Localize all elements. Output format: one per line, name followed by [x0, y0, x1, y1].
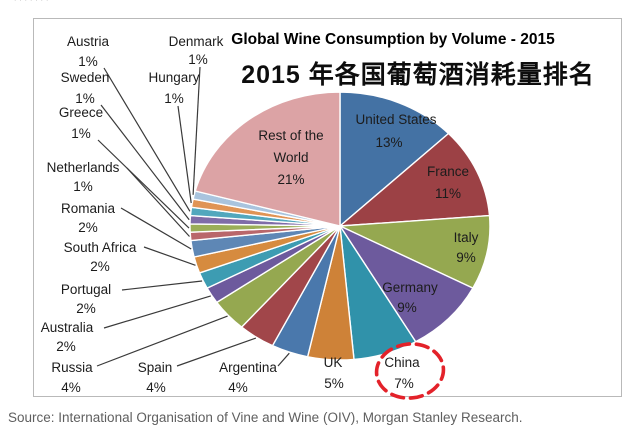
slice-label-uk: UK: [324, 355, 343, 370]
slice-value-sweden: 1%: [75, 91, 95, 106]
slice-value-uk: 5%: [324, 376, 344, 391]
leader-line-sweden: [100, 104, 190, 221]
slice-label-rest-of-the-world-line1: Rest of the: [258, 128, 323, 143]
leader-line-south-africa: [143, 246, 196, 266]
slice-value-argentina: 4%: [228, 380, 248, 395]
slice-value-germany: 9%: [397, 300, 417, 315]
slice-value-greece: 1%: [71, 126, 91, 141]
slice-label-australia: Australia: [41, 320, 94, 335]
slice-label-netherlands: Netherlands: [47, 160, 120, 175]
cropped-text-fragment: ·······: [14, 0, 52, 4]
slice-label-sweden: Sweden: [61, 70, 110, 85]
slice-label-spain: Spain: [138, 360, 173, 375]
slice-label-romania: Romania: [61, 201, 116, 216]
source-note: Source: International Organisation of Vi…: [8, 410, 523, 425]
slice-value-rest-of-the-world: 21%: [277, 172, 304, 187]
slice-label-south-africa: South Africa: [64, 240, 137, 255]
slice-label-greece: Greece: [59, 105, 103, 120]
slice-value-portugal: 2%: [76, 301, 96, 316]
pie-slice-italy: [339, 214, 491, 289]
slice-value-spain: 4%: [146, 380, 166, 395]
slice-value-austria: 1%: [78, 54, 98, 69]
slice-label-china: China: [384, 355, 420, 370]
slice-label-russia: Russia: [51, 360, 93, 375]
slice-value-russia: 4%: [61, 380, 81, 395]
slice-label-germany: Germany: [382, 280, 438, 295]
slice-value-hungary: 1%: [164, 91, 184, 106]
slice-value-united-states: 13%: [375, 135, 402, 150]
slice-value-romania: 2%: [78, 220, 98, 235]
leader-line-hungary: [177, 105, 192, 204]
leader-line-greece: [97, 139, 190, 229]
slice-value-south-africa: 2%: [90, 259, 110, 274]
slice-value-china: 7%: [394, 376, 414, 391]
slice-label-france: France: [427, 164, 469, 179]
leader-line-austria: [103, 67, 191, 212]
slice-label-hungary: Hungary: [148, 70, 199, 85]
chart-subtitle-chinese: 2015 年各国葡萄酒消耗量排名: [241, 61, 595, 89]
leader-line-portugal: [121, 280, 203, 291]
slice-label-austria: Austria: [67, 34, 110, 49]
slice-label-denmark: Denmark: [169, 34, 224, 49]
leader-line-romania: [120, 207, 192, 250]
leader-line-russia: [96, 315, 228, 367]
pie-slice-united-states: [339, 91, 450, 227]
slice-value-australia: 2%: [56, 339, 76, 354]
leader-line-denmark: [192, 66, 201, 195]
leader-line-argentina: [277, 352, 290, 367]
slice-value-france: 11%: [435, 186, 461, 201]
pie-slice-germany: [339, 225, 474, 343]
slice-label-united-states: United States: [355, 112, 436, 127]
china-annotation-circle: [374, 342, 446, 400]
slice-value-netherlands: 1%: [73, 179, 93, 194]
leader-line-australia: [103, 295, 211, 329]
slice-value-italy: 9%: [456, 250, 476, 265]
pie-slice-france: [339, 132, 491, 227]
leader-line-spain: [176, 337, 257, 367]
slice-value-denmark: 1%: [188, 52, 208, 67]
pie-slice-rest-of-the-world: [194, 91, 341, 227]
chart-title: Global Wine Consumption by Volume - 2015: [231, 31, 555, 48]
slice-label-argentina: Argentina: [219, 360, 277, 375]
slice-label-rest-of-the-world-line2: World: [273, 150, 308, 165]
slice-label-portugal: Portugal: [61, 282, 111, 297]
slice-label-italy: Italy: [454, 230, 479, 245]
leader-line-netherlands: [126, 167, 190, 237]
